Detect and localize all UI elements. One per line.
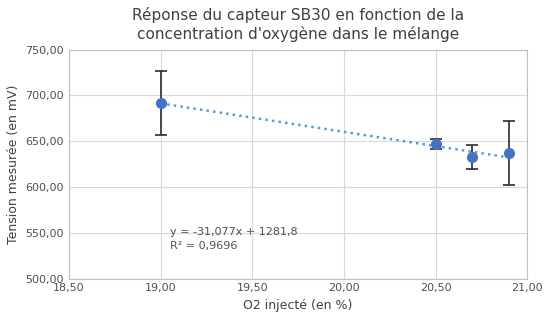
Title: Réponse du capteur SB30 en fonction de la
concentration d'oxygène dans le mélang: Réponse du capteur SB30 en fonction de l… <box>132 7 464 41</box>
Text: y = -31,077x + 1281,8
R² = 0,9696: y = -31,077x + 1281,8 R² = 0,9696 <box>170 227 298 251</box>
X-axis label: O2 injecté (en %): O2 injecté (en %) <box>244 299 353 312</box>
Y-axis label: Tension mesurée (en mV): Tension mesurée (en mV) <box>7 85 20 244</box>
